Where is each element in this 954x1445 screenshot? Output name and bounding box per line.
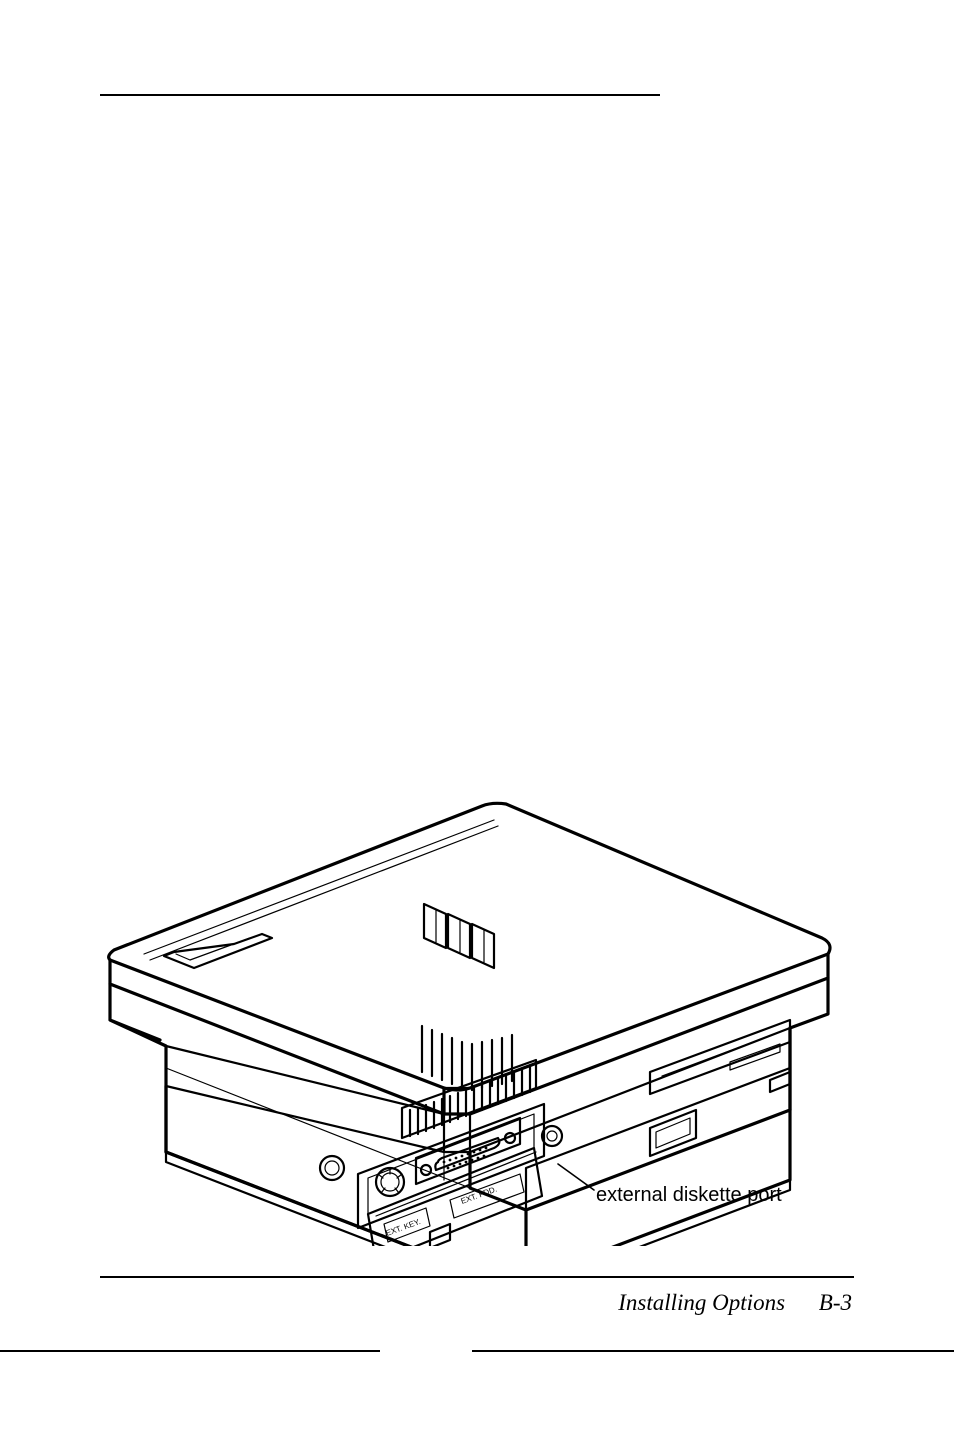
footer-page-number: B-3 <box>819 1290 852 1315</box>
bottom-edge-rule-left <box>0 1350 380 1352</box>
bottom-hairline-rule <box>100 1276 854 1278</box>
top-hairline-rule <box>100 94 660 96</box>
callout-label: external diskette port <box>596 1184 782 1207</box>
svg-text:EXT. KEY.: EXT. KEY. <box>385 1217 422 1238</box>
page-container: EXT. KEY. EXT. FDD. external diskette po… <box>0 0 954 1445</box>
footer-section: Installing Options <box>618 1290 785 1315</box>
page-footer: Installing Options B-3 <box>618 1290 852 1316</box>
bottom-edge-rule-right <box>472 1350 954 1352</box>
laptop-illustration: EXT. KEY. EXT. FDD. <box>90 792 854 1246</box>
